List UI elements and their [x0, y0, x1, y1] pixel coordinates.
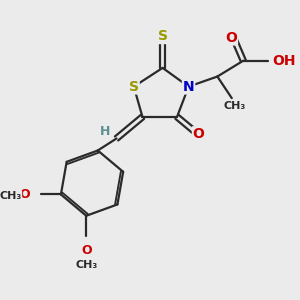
Text: CH₃: CH₃ [75, 260, 98, 270]
Text: CH₃: CH₃ [224, 101, 246, 111]
Text: O: O [225, 31, 237, 45]
Text: H: H [100, 125, 110, 138]
Text: N: N [183, 80, 194, 94]
Text: O: O [20, 188, 30, 201]
Text: O: O [193, 127, 205, 141]
Text: OH: OH [272, 54, 296, 68]
Text: S: S [158, 29, 168, 43]
Text: CH₃: CH₃ [0, 191, 22, 201]
Text: S: S [129, 80, 139, 94]
Text: O: O [81, 244, 92, 257]
